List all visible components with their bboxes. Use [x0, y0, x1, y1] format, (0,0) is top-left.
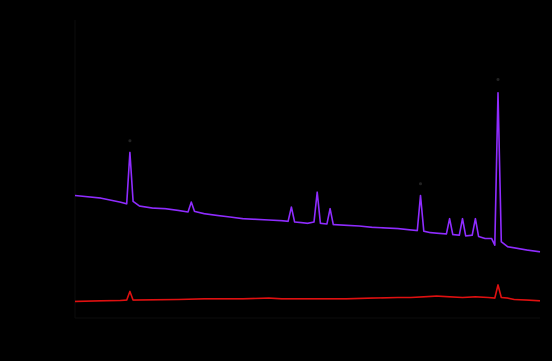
peak-markers [128, 78, 500, 186]
series-lines [74, 92, 541, 303]
series-line-2 [74, 284, 541, 303]
axes [74, 20, 540, 319]
peak-marker-1 [128, 139, 132, 143]
peak-marker-3 [496, 78, 500, 81]
peak-marker-2 [419, 182, 422, 186]
series-line-1 [74, 92, 541, 253]
